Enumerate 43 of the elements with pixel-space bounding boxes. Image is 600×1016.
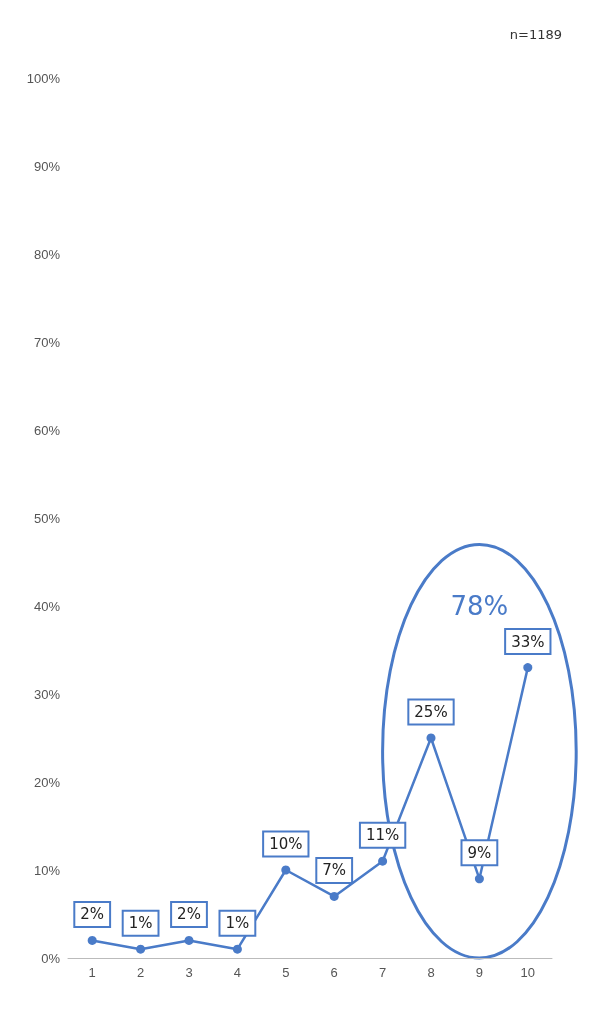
point <box>523 663 533 673</box>
data-label: 25% <box>414 703 448 721</box>
x-tick-label: 5 <box>282 965 290 980</box>
x-tick-label: 8 <box>427 965 435 980</box>
point <box>329 891 339 901</box>
y-tick-label: 50% <box>33 510 61 526</box>
y-tick-label: 100% <box>26 70 61 86</box>
y-tick-label: 90% <box>33 158 61 174</box>
data-label: 9% <box>467 843 492 862</box>
data-label: 33% <box>511 632 545 651</box>
x-tick-label: 2 <box>136 965 145 980</box>
y-tick-label: 40% <box>33 598 61 614</box>
point <box>184 935 194 945</box>
annotation: 78% <box>450 591 509 621</box>
point <box>426 733 436 743</box>
x-tick-label: 1 <box>88 965 96 980</box>
y-tick-label: 0% <box>41 950 61 966</box>
x-tick-label: 4 <box>233 965 242 980</box>
data-label: 2% <box>80 905 105 924</box>
data-label: 7% <box>322 861 347 880</box>
point <box>474 874 484 884</box>
y-tick-label: 60% <box>33 422 61 438</box>
text: n=1189 <box>509 27 562 42</box>
x-tick-label: 7 <box>378 965 387 980</box>
y-tick-label: 80% <box>33 246 61 262</box>
x-tick-label: 6 <box>330 965 338 980</box>
data-label: 11% <box>365 826 400 845</box>
x-tick-label: 10 <box>520 965 536 980</box>
y-tick-label: 10% <box>33 862 61 878</box>
point <box>281 865 291 875</box>
y-tick-label: 20% <box>33 774 61 790</box>
data-label: 1% <box>128 914 153 933</box>
data-label: 1% <box>225 914 250 933</box>
point <box>378 856 388 866</box>
x-tick-label: 9 <box>475 965 484 980</box>
data-label: 2% <box>177 905 201 924</box>
point <box>232 944 242 954</box>
x-tick-label: 3 <box>185 965 193 980</box>
y-tick-label: 70% <box>33 334 61 350</box>
y-tick-label: 30% <box>33 686 61 702</box>
point <box>136 944 146 954</box>
data-label: 10% <box>269 835 303 853</box>
point <box>87 935 97 945</box>
